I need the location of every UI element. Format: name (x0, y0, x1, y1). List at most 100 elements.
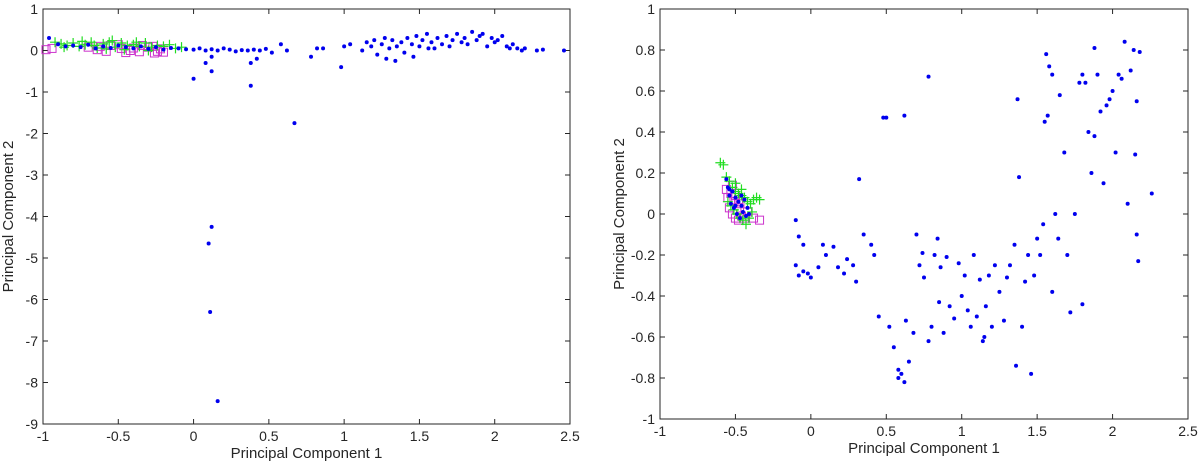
data-point-dot (131, 46, 136, 51)
data-point-dot (727, 187, 732, 192)
data-point-dot (974, 314, 979, 319)
data-point-dot (929, 324, 934, 329)
data-point-dot (315, 46, 320, 51)
data-point-dot (989, 324, 994, 329)
data-point-dot (896, 367, 901, 372)
data-point-dot (1134, 232, 1139, 237)
data-point-plus (116, 38, 127, 49)
data-point-dot (233, 49, 238, 54)
data-point-dot (842, 271, 847, 276)
data-point-dot (470, 29, 475, 34)
data-point-dot (1023, 279, 1028, 284)
data-point-dot (947, 304, 952, 309)
data-point-dot (1017, 175, 1022, 180)
data-point-dot (426, 46, 431, 51)
x-axis-label: Principal Component 1 (848, 440, 1000, 457)
y-tick-label: -0.8 (631, 370, 655, 386)
x-tick-label: 2.5 (1178, 423, 1198, 439)
data-point-dot (796, 273, 801, 278)
data-point-dot (101, 44, 106, 49)
data-point-dot (1092, 45, 1097, 50)
data-point-dot (209, 224, 214, 229)
data-point-dot (861, 232, 866, 237)
series-dot (47, 29, 566, 404)
data-point-dot (851, 263, 856, 268)
data-point-dot (399, 40, 404, 45)
data-point-dot (1047, 64, 1052, 69)
data-point-dot (952, 316, 957, 321)
data-point-dot (278, 42, 283, 47)
data-point-dot (292, 121, 297, 126)
data-point-dot (1089, 171, 1094, 175)
data-point-dot (519, 48, 524, 53)
data-point-dot (309, 54, 314, 59)
data-point-dot (239, 48, 244, 53)
data-point-dot (540, 47, 545, 52)
data-point-dot (884, 115, 889, 120)
data-point-dot (1077, 80, 1082, 85)
y-tick-label: 0 (647, 206, 655, 222)
data-point-dot (935, 236, 940, 241)
data-point-dot (1086, 130, 1091, 134)
x-tick-label: -1 (654, 423, 667, 439)
data-point-dot (1136, 259, 1141, 264)
y-tick-label: -1 (26, 84, 39, 100)
data-point-dot (903, 318, 908, 323)
x-tick-label: -0.5 (723, 423, 747, 439)
data-point-dot (836, 265, 841, 270)
data-point-dot (191, 47, 196, 52)
data-point-dot (245, 48, 250, 53)
data-point-dot (944, 255, 949, 260)
data-point-dot (1062, 150, 1067, 155)
data-point-dot (455, 31, 460, 36)
data-point-dot (432, 46, 437, 51)
data-point-dot (857, 177, 862, 182)
data-point-dot (1042, 119, 1047, 124)
data-point-dot (977, 277, 982, 282)
data-point-dot (902, 113, 907, 118)
data-point-dot (138, 44, 143, 49)
data-point-dot (881, 115, 886, 120)
data-point-dot (1113, 150, 1118, 155)
data-point-dot (208, 309, 213, 314)
data-point-dot (1032, 273, 1037, 278)
data-point-square (47, 43, 57, 53)
y-tick-label: -3 (26, 167, 39, 183)
y-tick-label: -9 (26, 416, 39, 432)
data-point-dot (215, 399, 220, 404)
data-point-dot (1004, 275, 1009, 280)
data-point-square (41, 45, 51, 55)
data-point-dot (902, 380, 907, 385)
data-point-dot (209, 47, 214, 52)
data-point-dot (938, 265, 943, 270)
y-tick-label: -6 (26, 292, 39, 308)
data-point-dot (197, 46, 202, 51)
data-point-square (125, 46, 135, 55)
x-tick-label: -0.5 (106, 428, 130, 444)
x-tick-label: 1.5 (1027, 423, 1047, 439)
data-point-dot (820, 242, 825, 247)
x-axis-label: Principal Component 1 (231, 445, 383, 462)
data-point-dot (1050, 289, 1055, 294)
data-point-dot (485, 44, 490, 49)
data-point-dot (450, 38, 455, 43)
data-point-dot (71, 43, 76, 48)
series-dot (724, 39, 1154, 385)
data-point-dot (1053, 212, 1058, 216)
data-point-dot (321, 46, 326, 51)
data-point-dot (733, 203, 738, 208)
data-point-dot (342, 44, 347, 49)
data-point-dot (215, 48, 220, 53)
data-point-dot (405, 36, 410, 41)
data-point-dot (1056, 236, 1061, 241)
y-tick-label: -7 (26, 333, 39, 349)
data-point-dot (402, 50, 407, 55)
x-tick-label: -1 (37, 428, 50, 444)
data-point-dot (730, 189, 735, 194)
data-point-dot (887, 324, 892, 329)
data-point-dot (348, 42, 353, 47)
data-point-dot (742, 197, 747, 202)
data-point-dot (515, 46, 520, 51)
data-point-dot (1026, 253, 1031, 257)
data-point-dot (992, 263, 997, 268)
